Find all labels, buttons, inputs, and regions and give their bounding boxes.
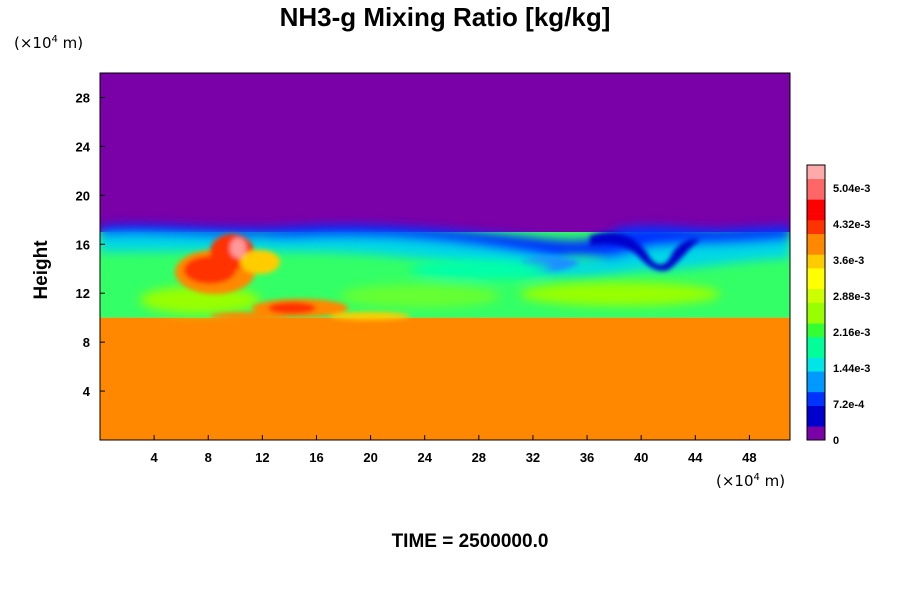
colorbar-swatch (807, 192, 825, 200)
colorbar-swatch (807, 171, 825, 180)
time-label: TIME = 2500000.0 (391, 531, 549, 552)
colorbar-swatch (807, 254, 825, 262)
colorbar-tick-label: 2.16e-3 (833, 327, 870, 339)
region-upper (100, 73, 790, 233)
colorbar-swatch (807, 281, 825, 290)
colorbar-swatch (807, 350, 825, 358)
colorbar-frame (806, 164, 826, 441)
y-tick-label: 24 (76, 139, 91, 154)
colorbar-tick-label: 3.6e-3 (833, 255, 864, 267)
x-tick-label: 36 (580, 450, 594, 465)
colorbar-swatch (807, 343, 825, 351)
colorbar-swatch (807, 391, 825, 400)
x-tick-label: 28 (472, 450, 486, 465)
colorbar-swatch (807, 165, 825, 173)
colorbar-swatch (807, 309, 825, 317)
y-tick-label: 16 (76, 237, 90, 252)
colorbar-swatch (807, 357, 825, 365)
x-tick-label: 40 (634, 450, 648, 465)
y-unit-label: (×104 m) (14, 34, 84, 52)
colorbar-swatch (807, 385, 825, 393)
colorbar-swatch (807, 240, 825, 248)
colorbar-swatch (807, 302, 825, 310)
colorbar-swatch (807, 364, 825, 372)
colorbar-swatch (807, 213, 825, 221)
y-tick-label: 12 (76, 286, 90, 301)
heatmap-field (100, 73, 790, 440)
colorbar-tick-label: 2.88e-3 (833, 291, 870, 303)
x-tick-label: 8 (205, 450, 212, 465)
colorbar-swatch (807, 378, 825, 386)
region-lower (100, 317, 790, 440)
colorbar-tick-label: 1.44e-3 (833, 363, 870, 375)
colorbar-swatch (807, 316, 825, 324)
x-tick-label: 32 (526, 450, 540, 465)
colorbar-tick-label: 5.04e-3 (833, 183, 870, 195)
colorbar-swatch (807, 330, 825, 338)
colorbar-swatch (807, 261, 825, 269)
colorbar-swatch (807, 419, 825, 427)
colorbar-swatch (807, 247, 825, 255)
x-tick-label: 12 (255, 450, 269, 465)
colorbar-swatch (807, 199, 825, 207)
colorbar-swatch (807, 426, 825, 434)
colorbar-swatch (807, 371, 825, 379)
x-tick-label: 4 (151, 450, 159, 465)
chart-title: NH3-g Mixing Ratio [kg/kg] (279, 2, 611, 32)
colorbar-swatch (807, 398, 825, 406)
x-tick-label: 20 (363, 450, 377, 465)
colorbar-swatch (807, 206, 825, 214)
y-tick-label: 8 (83, 335, 90, 350)
colorbar-swatch (807, 233, 825, 241)
x-tick-label: 24 (417, 450, 432, 465)
colorbar-swatch (807, 323, 825, 331)
colorbar-tick-label: 7.2e-4 (833, 399, 865, 411)
colorbar-swatch (807, 405, 825, 413)
y-tick-label: 20 (76, 188, 90, 203)
colorbar-swatch (807, 226, 825, 235)
colorbar-swatch (807, 336, 825, 345)
y-tick-label: 28 (76, 90, 90, 105)
colorbar-tick-label: 4.32e-3 (833, 219, 870, 231)
y-tick-label: 4 (83, 384, 91, 399)
x-tick-label: 48 (742, 450, 756, 465)
colorbar-swatch (807, 185, 825, 193)
colorbar-swatch (807, 178, 825, 186)
x-tick-label: 44 (688, 450, 703, 465)
x-unit-label: (×104 m) (716, 472, 786, 490)
colorbar-swatch (807, 288, 825, 296)
mixed-layer-variability (140, 260, 720, 314)
colorbar-swatch (807, 275, 825, 283)
y-axis: 4 8 12 16 20 24 28 (76, 90, 105, 399)
plume-upper (175, 234, 280, 294)
plot-frame (99, 72, 791, 441)
colorbar-swatch (807, 412, 825, 420)
colorbar: 0 7.2e-4 1.44e-3 2.16e-3 2.88e-3 3.6e-3 4.32e-… (806, 164, 870, 447)
plume-lower (210, 299, 410, 320)
x-tick-label: 16 (309, 450, 323, 465)
colorbar-swatch (807, 295, 825, 303)
colorbar-swatch (807, 220, 825, 228)
colorbar-tick-label: 0 (833, 435, 839, 447)
colorbar-swatch (807, 268, 825, 276)
colorbar-swatch (807, 433, 825, 441)
x-axis: 4 8 12 16 20 24 28 32 36 40 44 48 (151, 435, 757, 465)
